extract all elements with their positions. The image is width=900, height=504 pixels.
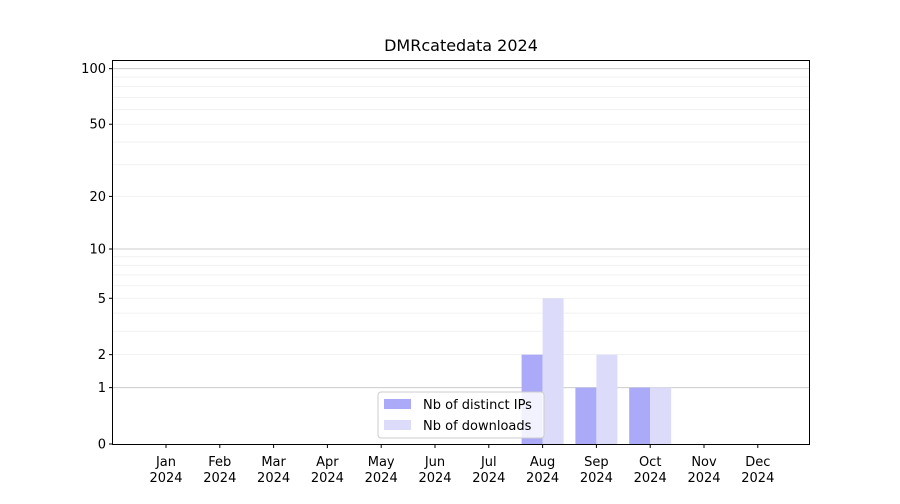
x-tick-label-year: 2024 — [203, 471, 236, 486]
x-tick-label-month: Oct — [639, 455, 661, 470]
x-tick-label-year: 2024 — [149, 471, 182, 486]
x-tick-label-year: 2024 — [418, 471, 451, 486]
legend: Nb of distinct IPs Nb of downloads — [377, 391, 545, 439]
legend-label: Nb of distinct IPs — [423, 398, 532, 413]
y-tick-label: 50 — [89, 118, 106, 133]
x-tick-label-month: Jan — [155, 455, 176, 470]
x-tick-label-month: Nov — [691, 455, 717, 470]
legend-swatch — [384, 399, 411, 409]
x-tick-label-month: Apr — [316, 455, 339, 470]
bar-downloads — [596, 354, 618, 444]
y-axis: 0 1 2 5 10 20 50 100 — [81, 62, 113, 453]
x-axis: Jan2024Feb2024Mar2024Apr2024May2024Jun20… — [149, 444, 774, 486]
bar-downloads — [650, 387, 672, 444]
bar-downloads — [542, 298, 564, 444]
y-tick-label: 10 — [89, 242, 106, 257]
legend-swatch — [384, 420, 411, 430]
x-tick-label-month: May — [368, 455, 395, 470]
y-tick-label: 5 — [98, 292, 106, 307]
x-tick-label-year: 2024 — [526, 471, 559, 486]
chart-title: DMRcatedata 2024 — [384, 36, 538, 55]
x-tick-label-year: 2024 — [365, 471, 398, 486]
x-tick-label-year: 2024 — [687, 471, 720, 486]
x-tick-label-year: 2024 — [741, 471, 774, 486]
x-tick-label-month: Feb — [208, 455, 231, 470]
x-tick-label-year: 2024 — [311, 471, 344, 486]
x-tick-label-month: Dec — [745, 455, 770, 470]
grid — [113, 68, 809, 389]
legend-label: Nb of downloads — [423, 419, 532, 434]
y-tick-label: 100 — [81, 62, 106, 77]
x-tick-label-month: Sep — [584, 455, 609, 470]
x-tick-label-month: Aug — [530, 455, 555, 470]
y-tick-label: 1 — [98, 381, 106, 396]
legend-box — [377, 391, 545, 439]
x-tick-label-year: 2024 — [580, 471, 613, 486]
y-tick-label: 20 — [89, 190, 106, 205]
plot-frame — [112, 60, 810, 445]
x-tick-label-month: Jun — [424, 455, 445, 470]
x-tick-label-month: Mar — [261, 455, 286, 470]
x-tick-label-year: 2024 — [634, 471, 667, 486]
y-tick-label: 0 — [98, 438, 106, 453]
x-tick-label-year: 2024 — [257, 471, 290, 486]
bar-distinct-ips — [575, 387, 597, 444]
x-tick-label-year: 2024 — [472, 471, 505, 486]
bar-distinct-ips — [629, 387, 651, 444]
y-tick-label: 2 — [98, 348, 106, 363]
x-tick-label-month: Jul — [480, 455, 497, 470]
